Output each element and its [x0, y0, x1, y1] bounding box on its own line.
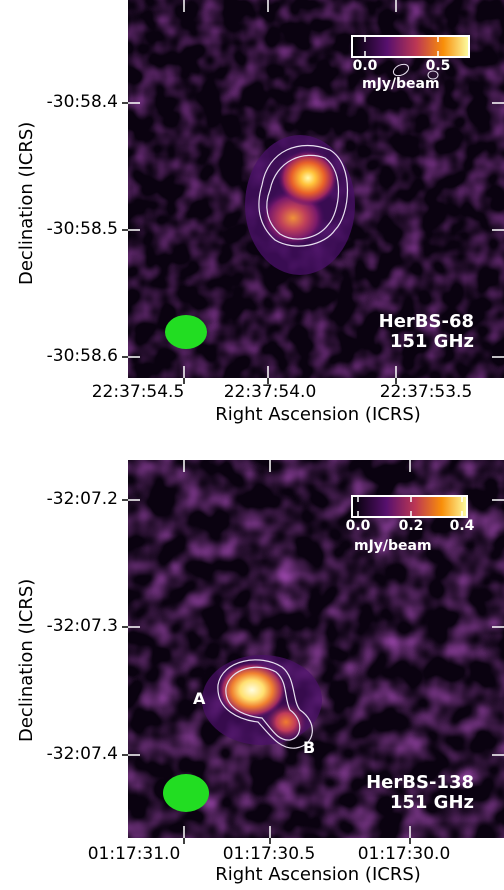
image-map-herbs-138	[122, 460, 504, 844]
contour-inner	[266, 154, 340, 240]
colorbar-tick-0: 0.0	[352, 58, 378, 74]
tick-marks	[128, 0, 504, 378]
ytick-label: -30:58.4	[46, 92, 118, 112]
ytick-label: -32:07.4	[46, 744, 118, 764]
colorbar-unit: mJy/beam	[362, 76, 440, 92]
xtick-label: 22:37:53.5	[379, 382, 473, 402]
beam-ellipse	[163, 774, 209, 812]
panel-herbs-138: 0.0 0.2 0.4 mJy/beam A B HerBS-138 151 G…	[0, 460, 504, 890]
image-map-herbs-68	[122, 0, 504, 384]
emission-blob-b	[264, 702, 308, 742]
panel-herbs-68: 0.0 0.5 mJy/beam HerBS-68 151 GHz -30:58…	[16, 0, 504, 425]
component-label-a: A	[193, 689, 206, 708]
colorbar-tick-0: 0.0	[345, 518, 371, 534]
emission-blob-north	[278, 150, 338, 206]
ytick-label: -32:07.3	[46, 616, 118, 636]
xtick-label: 01:17:30.0	[357, 844, 451, 864]
colorbar-tick-2: 0.4	[449, 518, 475, 534]
y-axis-label: Declination (ICRS)	[16, 578, 37, 742]
source-name: HerBS-138	[366, 772, 474, 793]
colorbar-tick-1: 0.2	[398, 518, 424, 534]
colorbar	[351, 35, 470, 58]
colorbar	[351, 495, 468, 518]
colorbar-tick-1: 0.5	[425, 58, 451, 74]
contour-outer	[258, 144, 348, 247]
ytick-label: -30:58.5	[46, 219, 118, 239]
xtick-label: 22:37:54.5	[91, 382, 185, 402]
ytick-label: -30:58.6	[46, 346, 118, 366]
source-name: HerBS-68	[378, 311, 474, 332]
xtick-label: 22:37:54.0	[223, 382, 317, 402]
x-axis-label: Right Ascension (ICRS)	[215, 864, 421, 885]
source-label: HerBS-68 151 GHz	[379, 312, 474, 352]
emission-blob-a	[218, 662, 286, 718]
contour-outer	[217, 659, 313, 749]
x-axis-label: Right Ascension (ICRS)	[215, 404, 421, 425]
ytick-label: -32:07.2	[46, 489, 118, 509]
contour-inner	[225, 666, 301, 741]
xtick-label: 01:17:30.5	[222, 844, 316, 864]
frequency-label: 151 GHz	[389, 331, 474, 352]
colorbar-unit: mJy/beam	[354, 538, 432, 554]
tick-marks	[128, 460, 504, 838]
source-label: HerBS-138 151 GHz	[366, 773, 474, 813]
y-axis-label: Declination (ICRS)	[16, 121, 37, 285]
component-label-b: B	[303, 738, 316, 757]
frequency-label: 151 GHz	[389, 792, 474, 813]
xtick-label: 01:17:31.0	[87, 844, 181, 864]
beam-ellipse	[165, 315, 207, 349]
